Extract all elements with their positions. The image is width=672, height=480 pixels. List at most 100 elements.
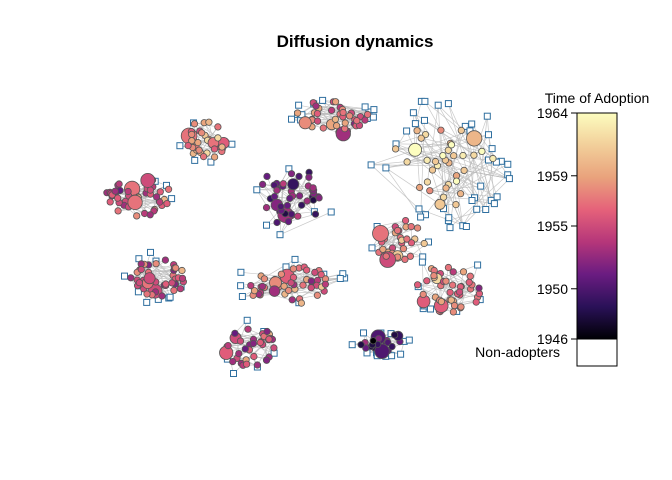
adopter-node <box>423 178 431 186</box>
non-adopter-node <box>409 109 417 117</box>
adopter-node <box>303 266 311 274</box>
adopter-node <box>214 123 222 131</box>
adopter-node <box>423 156 431 164</box>
adopter-node <box>244 325 252 333</box>
adopter-node <box>231 329 239 337</box>
network-edge <box>279 211 332 236</box>
adopter-node <box>273 186 281 194</box>
adopter-node <box>459 268 468 276</box>
adopter-node <box>218 143 226 151</box>
network-edge <box>385 167 441 205</box>
adopter-node <box>303 197 311 205</box>
adopter-node <box>287 178 300 191</box>
network-edge <box>456 181 464 226</box>
adopter-node <box>115 180 123 188</box>
adopter-node <box>313 291 321 299</box>
adopter-node <box>293 109 302 117</box>
adopter-node <box>417 134 425 142</box>
adopter-node <box>163 200 171 208</box>
adopter-node <box>489 154 497 163</box>
non-adopter-node <box>253 186 261 194</box>
non-adopter-node <box>415 205 423 213</box>
adopter-node <box>327 106 336 115</box>
adopter-node <box>198 129 206 137</box>
adopter-node <box>331 98 340 106</box>
adopter-node <box>439 152 447 160</box>
non-adopter-node <box>477 182 485 190</box>
adopter-node <box>146 211 154 219</box>
network-nodes <box>103 96 513 377</box>
adopter-node <box>156 198 164 206</box>
network-edge <box>371 237 401 249</box>
adopter-node <box>146 186 154 194</box>
adopter-node <box>413 281 422 289</box>
adopter-node <box>339 108 347 117</box>
adopter-node <box>277 202 285 211</box>
network-edge <box>439 271 454 301</box>
adopter-node <box>459 151 467 160</box>
adopter-node <box>449 268 457 276</box>
adopter-node <box>152 260 160 268</box>
adopter-node <box>153 193 161 201</box>
adopter-node <box>434 198 446 210</box>
adopter-node <box>399 245 408 253</box>
adopter-node <box>279 180 287 188</box>
adopter-node <box>447 141 456 149</box>
adopter-node <box>478 147 486 155</box>
adopter-node <box>229 357 237 366</box>
adopter-node <box>317 270 325 279</box>
adopter-node <box>331 115 339 123</box>
non-adopter-node <box>361 103 369 111</box>
non-adopter-node <box>191 156 199 164</box>
adopter-node <box>273 218 281 227</box>
adopter-node <box>211 153 219 161</box>
non-adopter-node <box>482 206 490 213</box>
adopter-node <box>452 177 461 185</box>
adopter-node <box>430 272 438 280</box>
adopter-node <box>260 275 268 283</box>
adopter-node <box>161 256 169 264</box>
adopter-node <box>258 180 267 188</box>
adopter-node <box>420 239 428 248</box>
non-adopter-node <box>493 193 501 201</box>
adopter-node <box>168 279 176 287</box>
adopter-node <box>321 280 329 288</box>
non-adopter-node <box>474 261 482 269</box>
adopter-node <box>332 122 341 130</box>
adopter-node <box>184 142 192 150</box>
network-edge <box>136 196 157 217</box>
non-adopter-node <box>243 316 251 324</box>
adopter-node <box>114 207 122 215</box>
adopter-node <box>124 187 132 196</box>
adopter-node <box>194 139 202 147</box>
non-adopter-node <box>348 341 356 349</box>
adopter-node <box>452 201 460 209</box>
non-adopter-node <box>276 231 284 239</box>
network-edge <box>429 185 481 192</box>
adopter-node <box>307 277 315 285</box>
adopter-node <box>401 255 409 263</box>
adopter-node <box>444 146 452 154</box>
adopter-node <box>297 299 305 307</box>
adopter-node <box>313 110 321 118</box>
adopter-node <box>289 265 297 273</box>
adopter-node <box>413 224 422 232</box>
non-adopter-node <box>445 214 453 222</box>
adopter-node <box>442 277 450 285</box>
adopter-node <box>475 284 483 292</box>
adopter-node <box>263 327 271 336</box>
adopter-node <box>428 166 437 174</box>
adopter-node <box>449 308 457 316</box>
network-edge <box>385 155 443 169</box>
adopter-node <box>406 252 414 260</box>
non-adopter-node <box>403 127 411 135</box>
non-adopter-node <box>483 112 491 120</box>
adopter-node <box>466 130 483 147</box>
adopter-node <box>284 218 293 226</box>
adopter-node <box>297 201 306 209</box>
adopter-node <box>262 204 271 212</box>
non-adopter-node <box>291 255 299 263</box>
non-adopter-node <box>295 101 303 109</box>
adopter-node <box>403 235 411 243</box>
network-edge <box>227 345 267 361</box>
